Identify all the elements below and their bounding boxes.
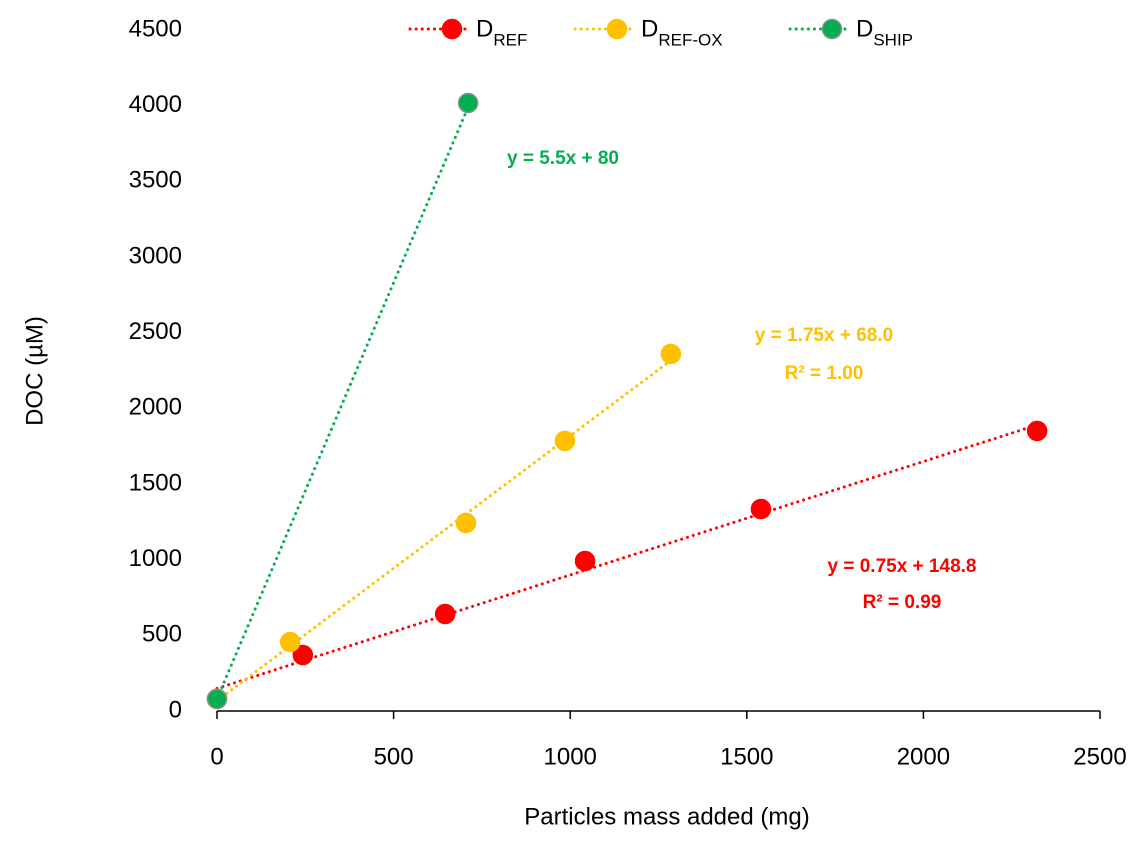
legend-marker — [821, 18, 843, 40]
y-tick-label: 0 — [169, 696, 182, 723]
point — [574, 550, 596, 572]
legend-label: D — [856, 15, 873, 42]
y-tick-label: 3500 — [129, 167, 182, 194]
trendline-r2: R² = 0.99 — [863, 592, 942, 613]
y-tick-label: 2000 — [129, 394, 182, 421]
y-tick-label: 1500 — [129, 469, 182, 496]
x-tick-label: 500 — [374, 743, 414, 770]
legend-subscript: REF-OX — [658, 30, 722, 49]
x-tick-label: 2500 — [1073, 743, 1126, 770]
point — [279, 631, 301, 653]
legend-item: D REF — [408, 15, 527, 49]
trendline-equation: y = 0.75x + 148.8 — [828, 556, 977, 577]
legend-item: D REF-OX — [573, 15, 723, 49]
x-tick-label: 1500 — [720, 743, 773, 770]
x-axis-title: Particles mass added (mg) — [524, 803, 809, 830]
point — [455, 512, 477, 534]
trendline — [215, 105, 470, 701]
legend-label: D — [476, 15, 493, 42]
y-tick-label: 4000 — [129, 91, 182, 118]
y-axis-title: DOC (µM) — [21, 316, 48, 426]
trendline-r2: R² = 1.00 — [785, 363, 864, 384]
y-tick-label: 500 — [142, 621, 182, 648]
y-tick-label: 1000 — [129, 545, 182, 572]
legend-label: D — [641, 15, 658, 42]
legend-marker — [441, 18, 463, 40]
x-tick-label: 1000 — [544, 743, 597, 770]
y-tick-label: 2500 — [129, 318, 182, 345]
x-tick-label: 2000 — [897, 743, 950, 770]
y-tick-label: 4500 — [129, 15, 182, 42]
trendline-equation: y = 1.75x + 68.0 — [755, 325, 893, 346]
trendline-equation: y = 5.5x + 80 — [507, 148, 619, 169]
legend-subscript: SHIP — [873, 30, 913, 49]
point — [206, 688, 228, 710]
point — [292, 644, 314, 666]
point — [554, 430, 576, 452]
legend-marker — [606, 18, 628, 40]
point — [1026, 420, 1048, 442]
point — [457, 92, 479, 114]
point — [434, 603, 456, 625]
y-tick-label: 3000 — [129, 242, 182, 269]
point — [750, 498, 772, 520]
point — [660, 343, 682, 365]
legend-subscript: REF — [493, 30, 527, 49]
x-tick-label: 0 — [210, 743, 223, 770]
legend-item: D SHIP — [788, 15, 913, 49]
